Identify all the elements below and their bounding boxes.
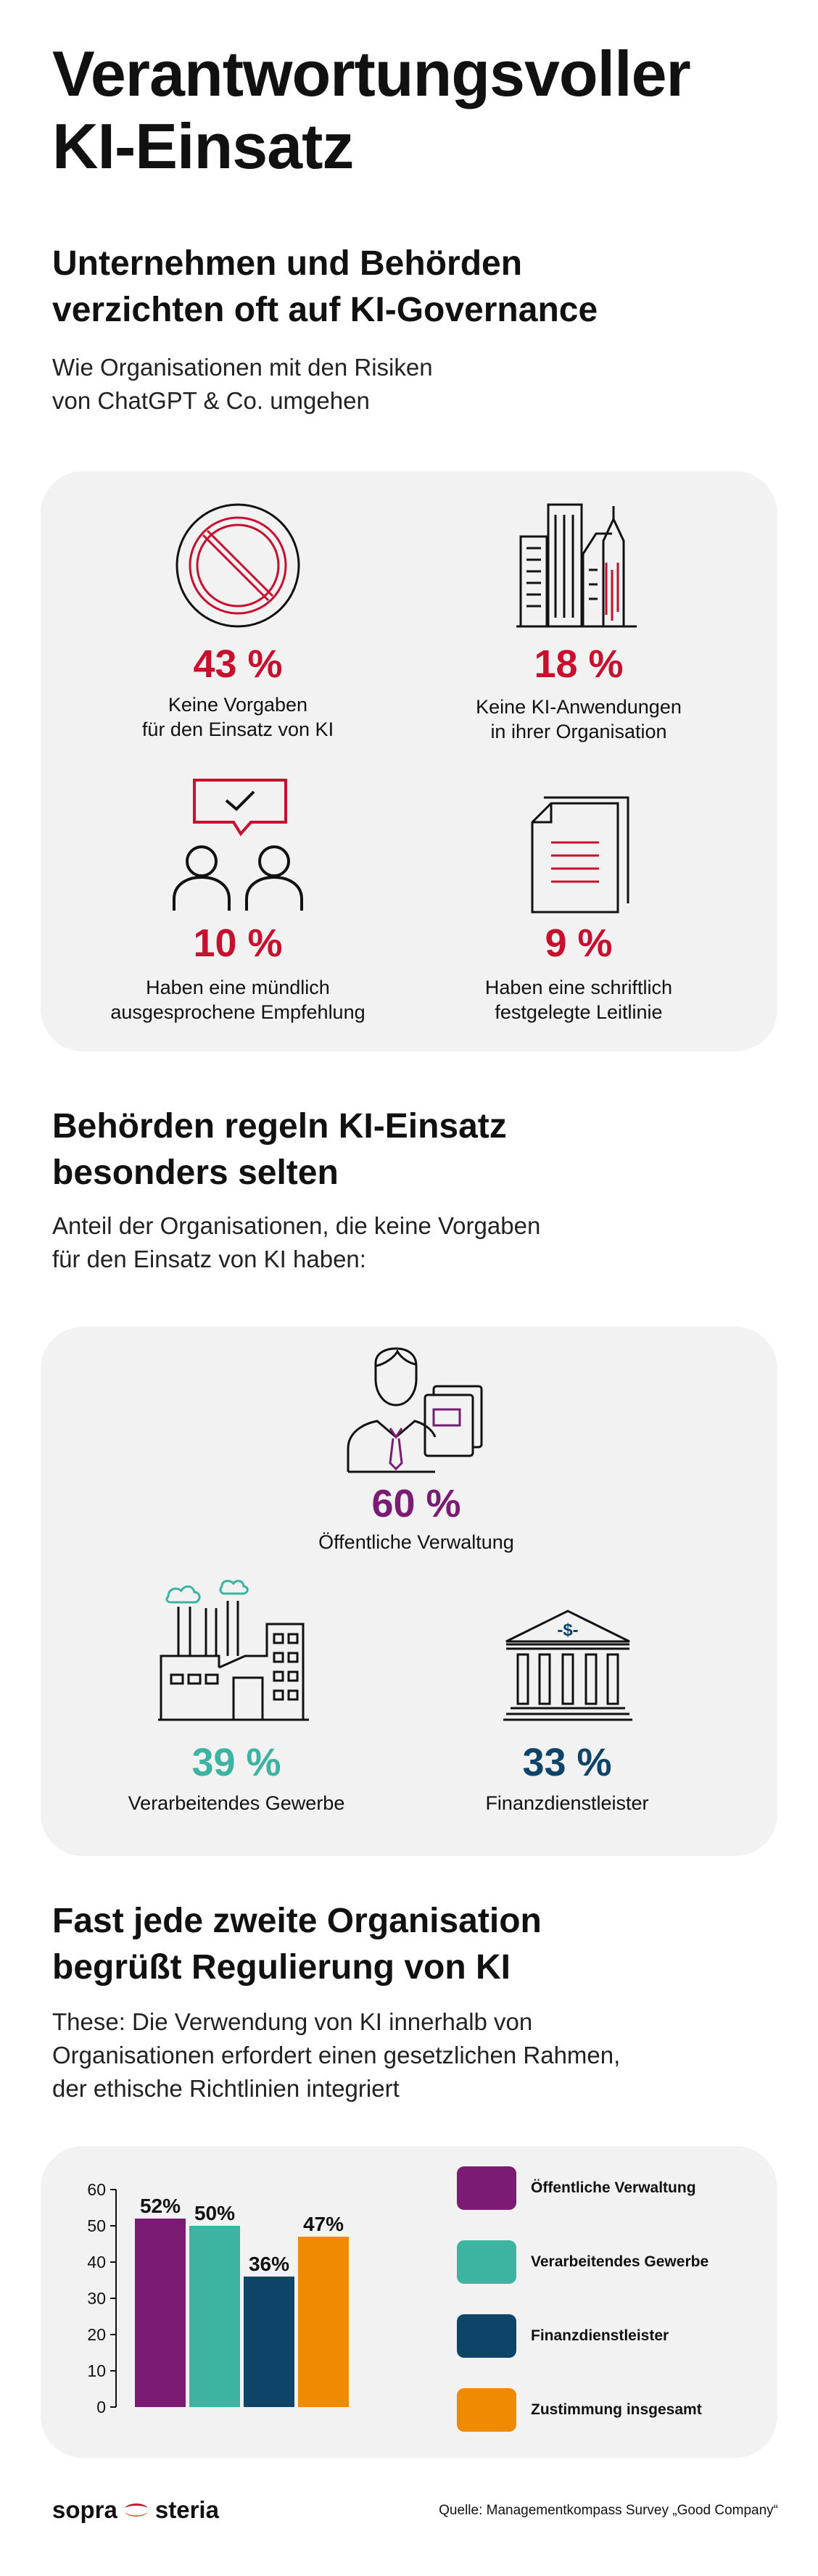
buildings-icon xyxy=(516,490,640,631)
bar-value-label: 47% xyxy=(303,2213,344,2235)
stat-value-60: 60 % xyxy=(371,1482,461,1525)
stat-label-line: Haben eine mündlich xyxy=(146,977,330,998)
stat-label-line: ausgesprochene Empfehlung xyxy=(110,1001,365,1023)
section2-heading-line-1: Behörden regeln KI-Einsatz xyxy=(52,1107,507,1146)
stat-label-public-admin: Öffentliche Verwaltung xyxy=(318,1531,514,1553)
section3-sub-line-1: These: Die Verwendung von KI innerhalb v… xyxy=(52,2008,533,2035)
y-tick-label: 50 xyxy=(87,2216,106,2235)
y-tick-label: 20 xyxy=(87,2325,106,2344)
title-line-2: KI-Einsatz xyxy=(52,110,354,182)
stat-label-line: Keine KI-Anwendungen xyxy=(476,696,682,718)
section2-sub-line-1: Anteil der Organisationen, die keine Vor… xyxy=(52,1212,541,1239)
document-icon xyxy=(529,792,631,915)
stat-label-finance: Finanzdienstleister xyxy=(485,1792,649,1814)
stat-label-no-ai-apps: Keine KI-Anwendungen in ihrer Organisati… xyxy=(434,695,724,744)
legend-item: Öffentliche Verwaltung xyxy=(457,2166,761,2210)
section2-subtitle: Anteil der Organisationen, die keine Vor… xyxy=(52,1209,540,1276)
bar xyxy=(298,2237,349,2407)
title-line-1: Verantwortungsvoller xyxy=(52,38,691,109)
legend-label: Verarbeitendes Gewerbe xyxy=(531,2253,709,2270)
section1-sub-line-2: von ChatGPT & Co. umgehen xyxy=(52,387,370,414)
section3-subtitle: These: Die Verwendung von KI innerhalb v… xyxy=(52,2005,620,2105)
bank-icon: -$- xyxy=(503,1608,632,1724)
bar xyxy=(189,2226,240,2407)
brand-right: steria xyxy=(154,2496,219,2523)
stat-value-33: 33 % xyxy=(522,1741,612,1784)
legend-swatch xyxy=(457,2388,516,2432)
legend-swatch xyxy=(457,2240,516,2284)
stat-label-verbal: Haben eine mündlich ausgesprochene Empfe… xyxy=(86,975,390,1024)
y-tick-label: 30 xyxy=(87,2289,106,2308)
stat-label-line: Keine Vorgaben xyxy=(168,694,308,716)
stat-value-9: 9 % xyxy=(545,922,613,965)
chart-legend: Öffentliche Verwaltung Verarbeitendes Gew… xyxy=(457,2166,761,2462)
legend-label: Öffentliche Verwaltung xyxy=(531,2179,696,2196)
section1-panel xyxy=(41,471,777,1051)
prohibited-icon xyxy=(173,500,303,631)
stat-label-line: Haben eine schriftlich xyxy=(484,977,673,998)
bar-value-label: 52% xyxy=(140,2195,181,2217)
section1-heading-line-2: verzichten oft auf KI-Governance xyxy=(52,291,598,329)
section2-heading-line-2: besonders selten xyxy=(52,1154,339,1192)
bar-value-label: 36% xyxy=(249,2253,289,2275)
section2-heading: Behörden regeln KI-Einsatz besonders sel… xyxy=(52,1103,507,1196)
y-tick-label: 10 xyxy=(87,2361,106,2380)
section1-subtitle: Wie Organisationen mit den Risiken von C… xyxy=(52,351,433,418)
legend-item: Zustimmung insgesamt xyxy=(457,2388,761,2432)
brand-mark-icon xyxy=(122,2501,151,2519)
stat-value-10: 10 % xyxy=(193,922,283,965)
section2-sub-line-2: für den Einsatz von KI haben: xyxy=(52,1246,366,1272)
stat-value-43: 43 % xyxy=(193,642,283,686)
stat-label-manufacturing: Verarbeitendes Gewerbe xyxy=(128,1792,345,1814)
legend-item: Finanzdienstleister xyxy=(457,2314,761,2358)
section1-sub-line-1: Wie Organisationen mit den Risiken xyxy=(52,354,433,381)
legend-label: Zustimmung insgesamt xyxy=(531,2401,702,2418)
legend-swatch xyxy=(457,2314,516,2358)
section1-heading-line-1: Unternehmen und Behörden xyxy=(52,244,523,283)
stat-label-written: Haben eine schriftlich festgelegte Leitl… xyxy=(434,975,724,1024)
bar-value-label: 50% xyxy=(194,2202,235,2224)
svg-text:-$-: -$- xyxy=(557,1620,578,1640)
section3-sub-line-3: der ethische Richtlinien integriert xyxy=(52,2075,400,2102)
stat-label-no-rules: Keine Vorgaben für den Einsatz von KI xyxy=(93,692,383,742)
brand-left: sopra xyxy=(52,2496,117,2523)
section3-sub-line-2: Organisationen erfordert einen gesetzlic… xyxy=(52,2042,621,2068)
section3-heading-line-2: begrüßt Regulierung von KI xyxy=(52,1948,511,1987)
section2-panel xyxy=(41,1327,777,1856)
y-tick-label: 40 xyxy=(87,2253,106,2271)
stat-label-line: für den Einsatz von KI xyxy=(141,718,334,740)
bar xyxy=(244,2277,294,2407)
stat-value-18: 18 % xyxy=(534,642,624,686)
factory-icon xyxy=(158,1580,310,1723)
bar-chart: 0 10 20 30 40 50 60 52% 50% 36% 47% xyxy=(87,2180,349,2416)
officer-icon xyxy=(344,1347,489,1473)
section3-heading-line-1: Fast jede zweite Organisation xyxy=(52,1902,542,1940)
y-tick-label: 0 xyxy=(96,2398,106,2416)
bar xyxy=(135,2219,186,2407)
y-tick-label: 60 xyxy=(87,2180,106,2199)
legend-label: Finanzdienstleister xyxy=(531,2327,669,2344)
legend-item: Verarbeitendes Gewerbe xyxy=(457,2240,761,2284)
people-chat-icon xyxy=(165,776,310,914)
section3-heading: Fast jede zweite Organisation begrüßt Re… xyxy=(52,1898,542,1991)
brand-logo: sopra steria xyxy=(52,2496,219,2525)
page-title: Verantwortungsvoller KI-Einsatz xyxy=(52,38,691,183)
stat-label-line: in ihrer Organisation xyxy=(490,721,667,742)
section1-heading: Unternehmen und Behörden verzichten oft … xyxy=(52,241,598,334)
stat-label-line: festgelegte Leitlinie xyxy=(495,1001,663,1023)
legend-swatch xyxy=(457,2166,516,2210)
source-note: Quelle: Managementkompass Survey „Good C… xyxy=(439,2503,778,2518)
stat-value-39: 39 % xyxy=(191,1741,281,1784)
